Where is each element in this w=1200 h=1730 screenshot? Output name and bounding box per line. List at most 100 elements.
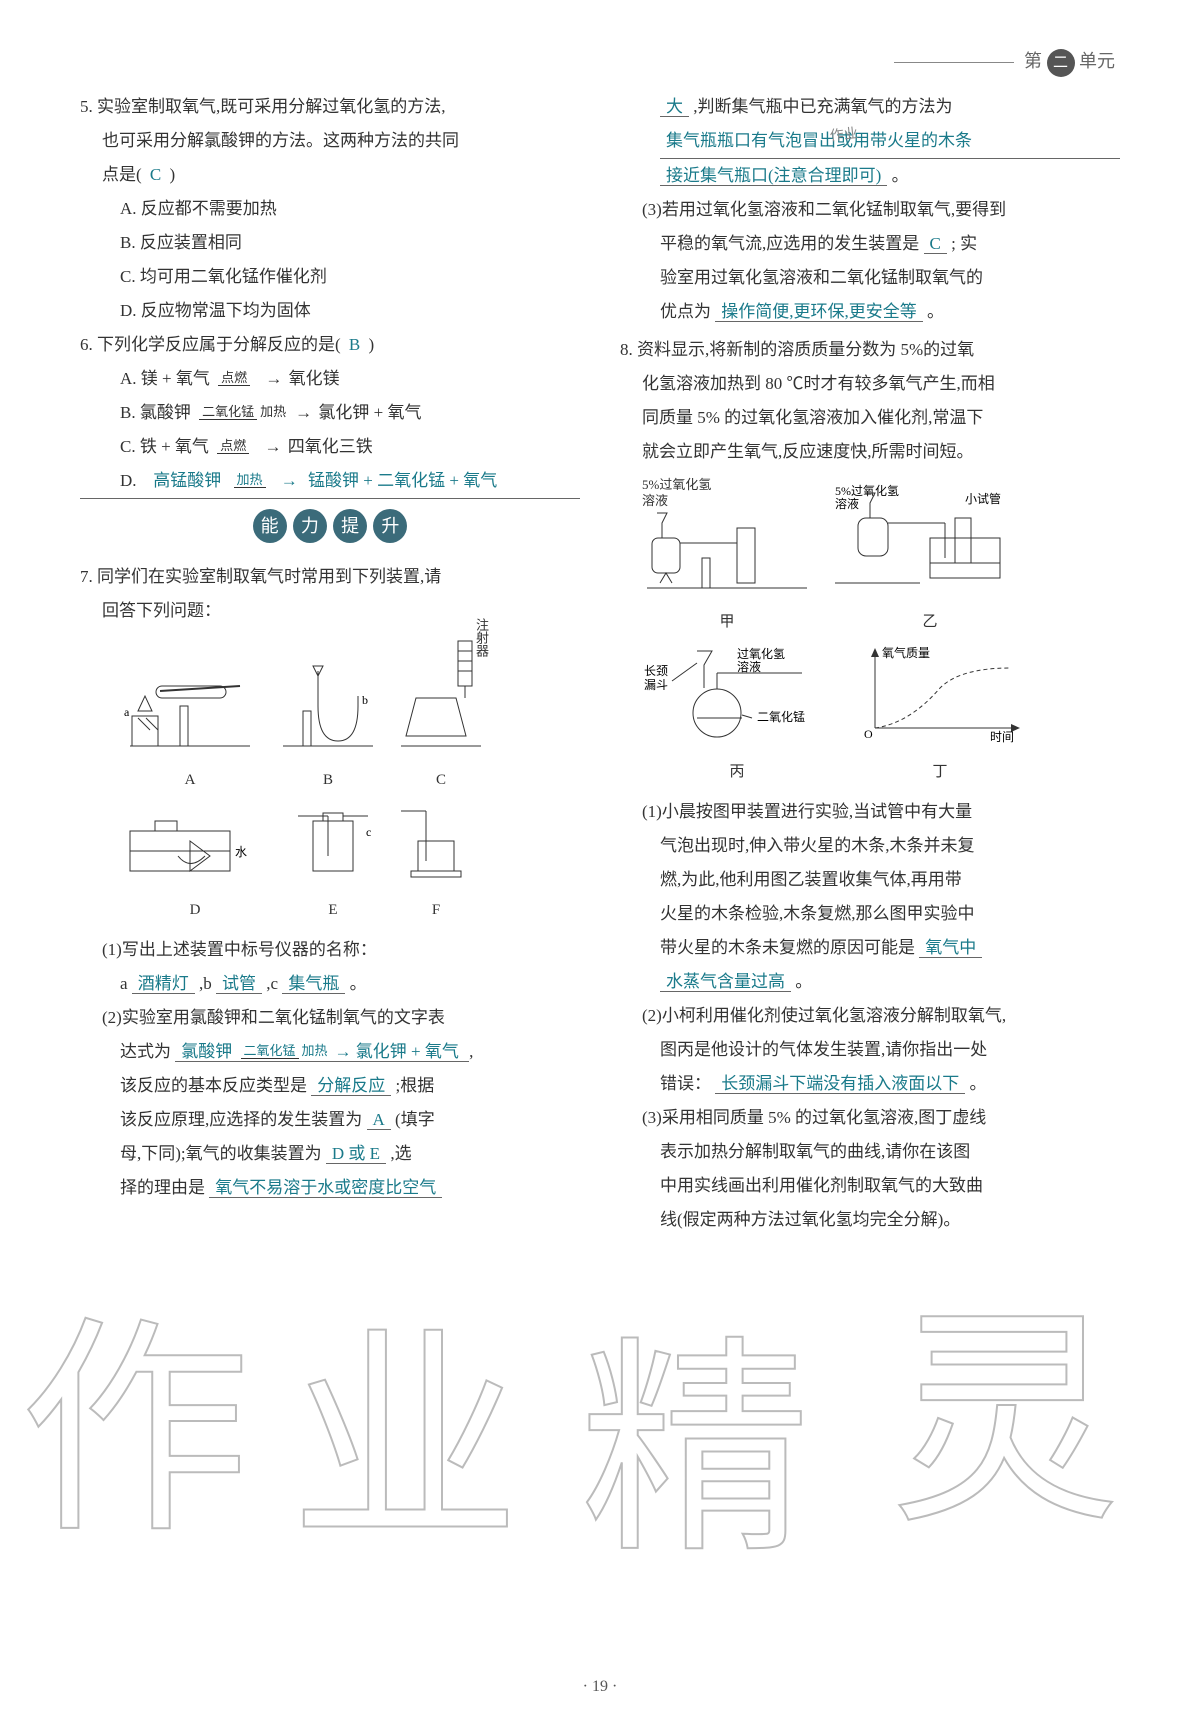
q7-p2-l5b: ,选 — [390, 1144, 411, 1163]
q7-ans-type: 分解反应 — [311, 1076, 391, 1096]
q6-d-l: 高锰酸钾 — [149, 471, 225, 490]
q7-a-label: a — [120, 974, 128, 993]
pill-1: 能 — [253, 509, 287, 543]
q7-p3a: (3)若用过氧化氢溶液和二氧化锰制取氧气,要得到 — [620, 193, 1120, 227]
cap-ding: 丁 — [850, 757, 1030, 787]
arrow-icon: → — [263, 369, 284, 388]
jia-l1: 5%过氧化氢 — [642, 477, 711, 492]
q8-p3b: 表示加热分解制取氧气的曲线,请你在该图 — [620, 1135, 1120, 1169]
origin: O — [864, 727, 873, 741]
q6-a-cond-t: 点燃 — [218, 370, 250, 386]
funnel-l1: 长颈 — [644, 664, 668, 678]
q8-p1ans: 氧气中 — [919, 938, 982, 958]
diagram-row-2: 水 D c E — [120, 801, 580, 925]
arrow-icon: → — [262, 437, 283, 456]
apparatus-c: 注射器 C — [396, 636, 486, 795]
q6-b-b: 加热 — [257, 404, 289, 419]
pill-2: 力 — [293, 509, 327, 543]
pill-3: 提 — [333, 509, 367, 543]
q5-opt-c: C. 均可用二氧化锰作催化剂 — [80, 260, 580, 294]
p3b-txt: 平稳的氧气流,应选用的发生装置是 — [660, 234, 919, 253]
q6-stem: 6. 下列化学反应属于分解反应的是( B ) — [80, 335, 374, 354]
label-c: c — [366, 825, 371, 839]
dia-yi: 5%过氧化氢 溶液 小试管 乙 — [830, 483, 1030, 637]
q7-p2-l2a: 达式为 — [120, 1042, 171, 1061]
q6-c-t: 点燃 — [217, 438, 249, 454]
q6-d-t: 加热 — [234, 472, 266, 488]
apparatus-diagram: a A b B — [120, 636, 580, 925]
q5-answer: C — [146, 165, 165, 184]
h2o2-l1: 过氧化氢 — [737, 646, 785, 661]
right-column: 大 ,判断集气瓶中已充满氧气的方法为 集气瓶瓶口有气泡冒出或用带火星的木条 作业… — [620, 90, 1120, 1237]
q8-p2d: 。 — [970, 1074, 987, 1093]
q7-cont-l3: 接近集气瓶口(注意合理即可) 。 — [620, 159, 1120, 193]
q7-p1-end: 。 — [350, 974, 367, 993]
q7-p2-eq-l: 氯酸钾 — [181, 1042, 232, 1061]
q7-p2-l4b: (填字 — [395, 1110, 435, 1129]
y-axis: 氧气质量 — [882, 645, 930, 660]
cont-l2-txt: 集气瓶瓶口有气泡冒出或用带火星的木条 — [666, 131, 972, 150]
question-5: 5. 实验室制取氧气,既可采用分解过氧化氢的方法, 也可采用分解氯酸钾的方法。这… — [80, 90, 580, 328]
cont-l2-ans: 集气瓶瓶口有气泡冒出或用带火星的木条 作业 — [660, 124, 1120, 159]
cont-l1a: 大 — [660, 97, 689, 117]
q6-b-r: 氯化钾 + 氧气 — [318, 403, 421, 422]
q7-p2-eq: 氯酸钾 二氧化锰加热→ 氯化钾 + 氧气 — [175, 1042, 469, 1062]
q8-stem3: 同质量 5% 的过氧化氢溶液加入催化剂,常温下 — [620, 401, 1120, 435]
cap-e: E — [288, 895, 378, 925]
q8-p1b: 气泡出现时,伸入带火星的木条,木条并未复 — [620, 829, 1120, 863]
q8-p1f-ans: 水蒸气含量过高 — [660, 972, 791, 992]
q7-p2-l3b: ;根据 — [396, 1076, 435, 1095]
q7-p3b: 平稳的氧气流,应选用的发生装置是 C ; 实 — [620, 227, 1120, 261]
q8-p3a: (3)采用相同质量 5% 的过氧化氢溶液,图丁虚线 — [620, 1101, 1120, 1135]
q8-p3d: 线(假定两种方法过氧化氢均完全分解)。 — [620, 1203, 1120, 1237]
q8-p1d: 火星的木条检验,木条复燃,那么图甲实验中 — [620, 897, 1120, 931]
cap-d: D — [120, 895, 270, 925]
q7-p2-eq-r: 氯化钾 + 氧气 — [356, 1042, 459, 1061]
q7-p2-l6a: 择的理由是 — [120, 1178, 205, 1197]
syringe-label: 注射器 — [468, 618, 494, 657]
q6-answer: B — [345, 335, 364, 354]
cap-a: A — [120, 765, 260, 795]
q7-ans-a: 酒精灯 — [132, 974, 195, 994]
q8-stem4: 就会立即产生氧气,反应速度快,所需时间短。 — [620, 435, 1120, 469]
apparatus-b-svg: b — [278, 656, 378, 751]
q7-cont-l2: 集气瓶瓶口有气泡冒出或用带火星的木条 作业 — [620, 124, 1120, 159]
q5-stem-1: 5. 实验室制取氧气,既可采用分解过氧化氢的方法, — [80, 90, 580, 124]
q6-a-l: A. 镁 + 氧气 — [120, 369, 210, 388]
p3e-txt: 优点为 — [660, 302, 711, 321]
q8-p2a: (2)小柯利用催化剂使过氧化氢溶液分解制取氧气, — [620, 999, 1120, 1033]
funnel-l2: 漏斗 — [644, 678, 668, 692]
q7-ans-c: 集气瓶 — [282, 974, 345, 994]
q7-p2-l5: 母,下同);氧气的收集装置为 D 或 E ,选 — [80, 1137, 580, 1171]
header-prefix: 第 — [1024, 51, 1042, 71]
q7-cont-l1: 大 ,判断集气瓶中已充满氧气的方法为 — [620, 90, 1120, 124]
water-label: 水 — [235, 845, 247, 859]
q8-p2c: 错误： 长颈漏斗下端没有插入液面以下 。 — [620, 1067, 1120, 1101]
q8-dia-row1: 5%过氧化氢 溶液 甲 — [642, 477, 1120, 637]
q6-c-cond: 点燃 — [213, 439, 262, 453]
jia-l2: 溶液 — [642, 493, 668, 508]
p3-ans: C — [924, 234, 947, 254]
q7-p3e: 优点为 操作简便,更环保,更安全等 。 — [620, 295, 1120, 329]
yi-l2: 溶液 — [835, 496, 859, 511]
apparatus-a-svg: a — [120, 656, 260, 751]
q7-p2-top: 二氧化锰 — [241, 1043, 299, 1059]
cap-jia: 甲 — [642, 607, 812, 637]
yi-tube: 小试管 — [965, 491, 1001, 506]
q6-opt-a: A. 镁 + 氧气 点燃 → 氧化镁 — [80, 362, 580, 396]
yi-svg: 5%过氧化氢 溶液 小试管 — [830, 483, 1030, 593]
q7-p2-comma: , — [469, 1042, 473, 1061]
dia-jia: 5%过氧化氢 溶液 甲 — [642, 477, 812, 637]
q7-p1: (1)写出上述装置中标号仪器的名称： — [80, 933, 580, 967]
cap-f: F — [396, 895, 476, 925]
q8-stem1: 8. 资料显示,将新制的溶质质量分数为 5%的过氧 — [620, 333, 1120, 367]
q8-p1e-txt: 带火星的木条未复燃的原因可能是 — [660, 938, 915, 957]
x-axis: 时间 — [990, 730, 1014, 743]
cap-yi: 乙 — [830, 607, 1030, 637]
cont-l3-ans: 接近集气瓶口(注意合理即可) — [660, 166, 887, 186]
content-columns: 5. 实验室制取氧气,既可采用分解过氧化氢的方法, 也可采用分解氯酸钾的方法。这… — [80, 90, 1120, 1237]
jia-svg — [642, 508, 812, 593]
q7-b-label: ,b — [199, 974, 212, 993]
bing-svg: 长颈 漏斗 过氧化氢 溶液 二氧化锰 — [642, 643, 832, 743]
ding-svg: 氧气质量 时间 O — [850, 643, 1030, 743]
